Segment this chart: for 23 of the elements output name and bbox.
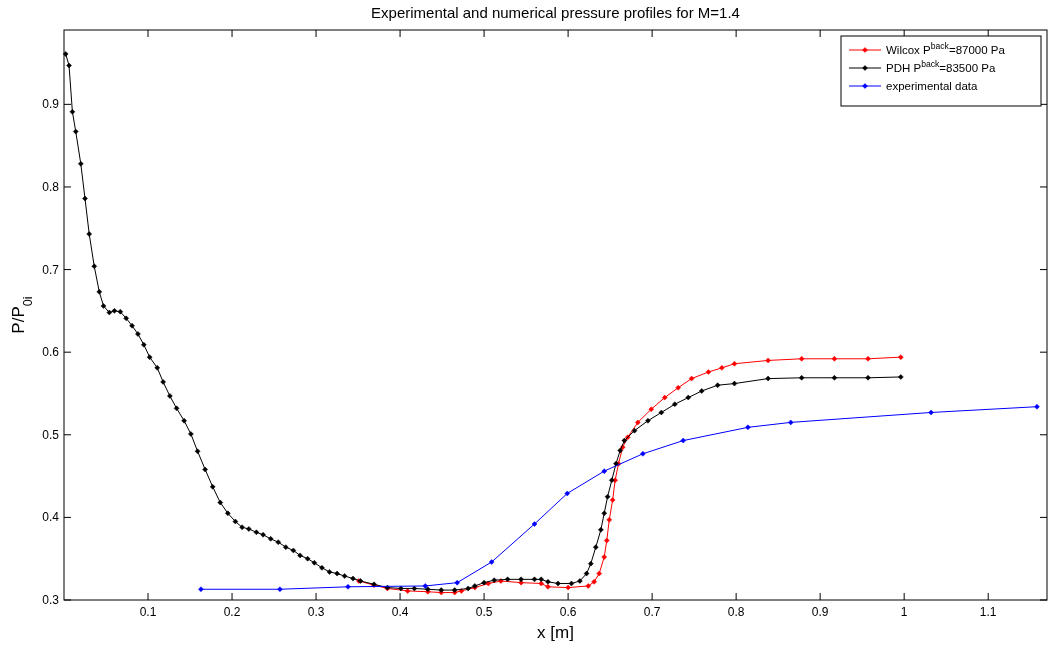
x-tick-label: 0.9	[811, 605, 829, 619]
x-tick-label: 0.1	[139, 605, 157, 619]
x-tick-label: 0.4	[391, 605, 409, 619]
chart-title: Experimental and numerical pressure profiles for M=1.4	[371, 4, 740, 21]
x-axis-title: x [m]	[537, 623, 574, 642]
x-tick-label: 0.8	[727, 605, 745, 619]
x-tick-label: 0.7	[643, 605, 661, 619]
legend-label: PDH P$^{back}$=83500 Pa	[886, 59, 996, 74]
x-tick-label: 1	[900, 605, 908, 619]
legend-label: Wilcox P$^{back}$=87000 Pa	[886, 41, 1006, 56]
legend-label: experimental data	[886, 80, 979, 92]
x-tick-label: 0.3	[307, 605, 325, 619]
x-tick-label: 1.1	[979, 605, 997, 619]
x-tick-label: 0.2	[223, 605, 241, 619]
x-tick-label: 0.6	[559, 605, 577, 619]
y-tick-label: 0.8	[42, 179, 60, 194]
y-tick-label: 0.5	[42, 427, 60, 442]
y-tick-label: 0.7	[42, 262, 60, 277]
x-tick-label: 0.5	[475, 605, 493, 619]
y-tick-label: 0.4	[42, 510, 60, 525]
y-tick-label: 0.9	[42, 97, 60, 112]
y-tick-label: 0.6	[42, 345, 60, 360]
y-tick-label: 0.3	[42, 593, 60, 607]
